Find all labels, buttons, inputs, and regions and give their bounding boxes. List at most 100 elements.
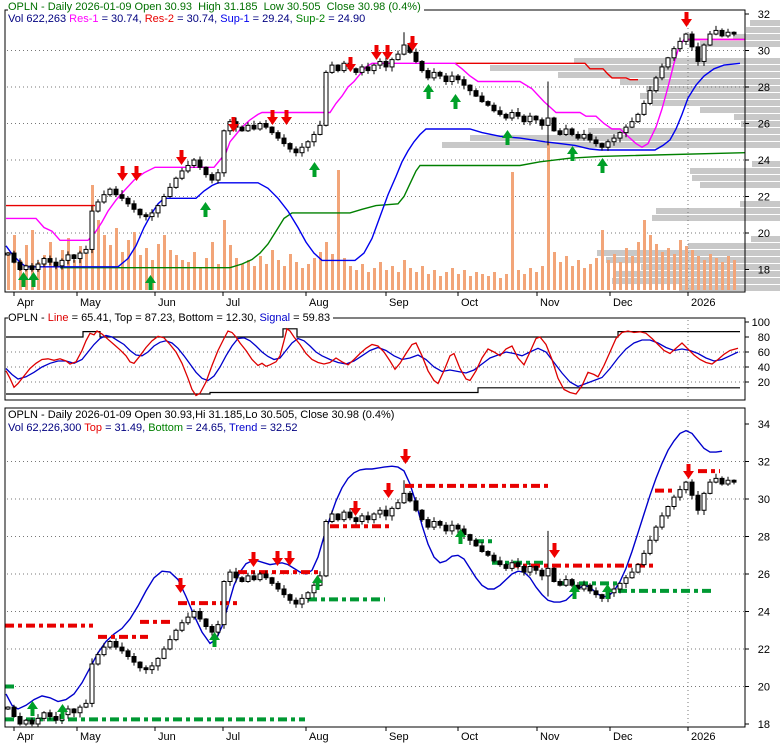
candle-body <box>593 139 599 145</box>
volume-bar <box>217 264 220 290</box>
candle-body <box>293 148 299 154</box>
candle-body <box>11 706 17 717</box>
candle-body <box>257 573 263 581</box>
candle-body <box>245 124 251 132</box>
candle-body <box>509 112 515 119</box>
candle-body <box>77 706 83 714</box>
volume-bar <box>643 220 646 290</box>
candle-body <box>419 60 425 72</box>
volume-bar <box>31 230 34 290</box>
volume-by-price-bar <box>741 121 780 127</box>
candle-body <box>275 582 281 590</box>
candle-body <box>659 515 665 528</box>
volume-by-price-bar <box>690 168 780 174</box>
down-arrow-icon <box>400 449 411 464</box>
volume-bar <box>379 262 382 290</box>
volume-bar <box>445 272 448 290</box>
down-arrow-icon <box>683 464 694 479</box>
candle-body <box>545 567 551 577</box>
candle-body <box>515 112 521 117</box>
candle-body <box>113 641 119 648</box>
candle-body <box>281 137 287 145</box>
title-segment: Bottom <box>148 422 184 434</box>
volume-by-price-bar <box>734 114 780 120</box>
volume-bar <box>733 260 736 290</box>
up-arrow-icon <box>450 94 461 109</box>
candle-body <box>101 646 107 656</box>
volume-by-price-bar <box>700 41 780 47</box>
volume-bar <box>121 252 124 290</box>
candle-body <box>185 616 191 624</box>
y-axis-label: 24 <box>758 607 770 619</box>
candle-body <box>311 133 317 143</box>
candle-body <box>11 252 17 263</box>
candle-body <box>629 571 635 579</box>
volume-bar <box>85 254 88 290</box>
volume-bar <box>397 272 400 290</box>
panel-border <box>4 317 746 401</box>
candle-body <box>569 128 575 135</box>
title-segment: = 24.90 <box>325 13 366 25</box>
candle-body <box>389 59 395 68</box>
month-label: Jul <box>226 297 240 309</box>
candle-body <box>425 519 431 528</box>
volume-bar <box>481 274 484 290</box>
volume-bar <box>709 254 712 290</box>
volume-bar <box>625 248 628 290</box>
candle-body <box>149 665 155 671</box>
volume-by-price-bar <box>752 161 780 167</box>
volume-bar <box>529 268 532 290</box>
volume-bar <box>211 242 214 290</box>
candle-body <box>677 489 683 498</box>
y-axis-label: 32 <box>758 9 770 21</box>
candle-body <box>167 639 173 650</box>
down-arrow-icon <box>383 483 394 498</box>
candle-body <box>203 166 209 176</box>
candle-body <box>521 115 527 123</box>
down-arrow-icon <box>175 578 186 593</box>
candle-body <box>683 481 689 491</box>
candle-body <box>431 521 437 528</box>
down-arrow-icon <box>681 12 692 27</box>
down-arrow-icon <box>176 150 187 165</box>
candle-body <box>227 571 233 582</box>
candle-body <box>497 560 503 566</box>
y-axis-label: 22 <box>758 644 770 656</box>
candle-body <box>395 502 401 509</box>
up-arrow-icon <box>200 202 211 217</box>
volume-bar <box>325 242 328 290</box>
candle-body <box>95 201 101 212</box>
candle-body <box>335 513 341 521</box>
signal-line <box>5 334 739 388</box>
volume-bar <box>115 228 118 290</box>
up-arrow-icon <box>18 272 29 287</box>
candle-body <box>365 515 371 521</box>
volume-bar <box>715 258 718 290</box>
candle-body <box>65 254 71 261</box>
volume-bar <box>337 170 340 290</box>
volume-bar <box>151 260 154 290</box>
up-arrow-icon <box>28 272 39 287</box>
volume-by-price-bar <box>692 175 780 181</box>
candle-body <box>89 663 95 704</box>
candle-body <box>359 515 365 522</box>
candle-body <box>731 31 737 35</box>
volume-bar <box>193 252 196 290</box>
volume-bar <box>55 265 58 290</box>
title-segment: = 30.74, <box>98 13 145 25</box>
volume-bar <box>727 256 730 290</box>
down-arrow-icon <box>382 45 393 60</box>
volume-bar <box>685 246 688 290</box>
candle-body <box>629 121 635 128</box>
volume-bar <box>511 172 514 290</box>
candle-body <box>17 261 23 271</box>
panel-border <box>4 407 746 728</box>
volume-bar <box>619 262 622 290</box>
volume-bar <box>253 266 256 290</box>
month-label: Jun <box>158 731 176 743</box>
candle-body <box>161 196 167 207</box>
candle-body <box>539 119 545 126</box>
volume-bar <box>391 266 394 290</box>
